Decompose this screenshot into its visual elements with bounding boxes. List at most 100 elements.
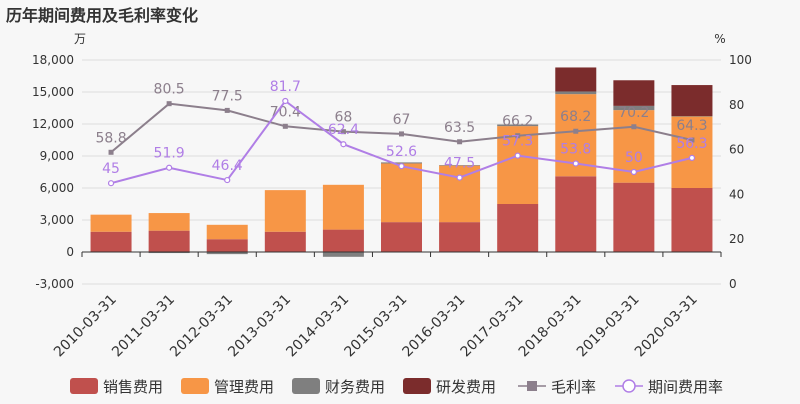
y-right-tick-label: 80 — [729, 98, 744, 112]
legend-swatch — [181, 378, 209, 394]
line-point-1 — [340, 141, 347, 148]
bar-2 — [555, 91, 597, 95]
data-label-1: 51.9 — [154, 146, 185, 162]
data-label-1: 56.3 — [676, 136, 707, 152]
bar-3 — [555, 67, 597, 92]
data-label-0: 64.3 — [676, 118, 707, 134]
data-label-1: 47.5 — [444, 156, 475, 172]
data-label-1: 52.6 — [386, 144, 417, 160]
data-label-0: 68 — [334, 110, 352, 126]
line-point-1 — [688, 154, 696, 161]
bar-1 — [497, 126, 539, 204]
legend-swatch — [292, 378, 320, 394]
line-point-0 — [573, 128, 579, 134]
line-point-0 — [631, 124, 637, 130]
legend-label: 期间费用率 — [648, 378, 723, 396]
y-left-tick-label: -3,000 — [35, 277, 74, 291]
y-left-tick-label: 12,000 — [32, 117, 74, 131]
bar-0 — [381, 222, 422, 252]
line-point-0 — [108, 149, 114, 155]
line-point-1 — [107, 180, 115, 187]
line-point-1 — [572, 160, 579, 167]
legend-marker — [527, 381, 537, 391]
bar-0 — [148, 230, 190, 252]
line-point-0 — [399, 131, 404, 137]
bar-2 — [322, 252, 364, 257]
legend-swatch — [403, 378, 431, 394]
data-label-1: 46.4 — [212, 158, 243, 174]
y-left-tick-label: 9,000 — [40, 149, 74, 163]
y-right-unit: % — [714, 32, 725, 46]
bar-2 — [497, 124, 539, 127]
y-left-tick-label: 0 — [66, 245, 74, 259]
line-point-0 — [224, 107, 230, 113]
line-point-0 — [515, 133, 521, 139]
legend-label: 财务费用 — [325, 378, 385, 396]
y-right-tick-label: 40 — [729, 187, 744, 201]
legend-swatch — [70, 378, 98, 394]
bar-0 — [613, 182, 655, 252]
data-label-0: 63.5 — [444, 120, 475, 136]
data-label-0: 80.5 — [154, 82, 185, 98]
data-label-1: 53.8 — [560, 141, 591, 157]
line-point-1 — [398, 163, 405, 170]
data-label-1: 62.4 — [328, 122, 359, 138]
data-label-0: 67 — [393, 112, 411, 128]
y-left-tick-label: 15,000 — [32, 85, 74, 99]
data-label-1: 81.7 — [270, 79, 301, 95]
bar-2 — [613, 105, 655, 111]
bar-1 — [381, 163, 422, 223]
bar-0 — [322, 229, 364, 252]
data-label-0: 70.4 — [270, 104, 301, 120]
bar-2 — [381, 162, 422, 164]
legend-label: 研发费用 — [436, 378, 496, 396]
line-point-1 — [282, 97, 289, 105]
bar-2 — [206, 252, 248, 255]
bar-2 — [148, 252, 190, 254]
bar-2 — [671, 116, 713, 117]
y-right-tick-label: 20 — [729, 232, 744, 246]
bar-3 — [671, 85, 713, 116]
legend-marker — [622, 379, 636, 393]
bar-2 — [439, 165, 481, 166]
bar-1 — [90, 214, 132, 232]
y-left-unit: 万 — [74, 32, 86, 46]
bar-3 — [613, 80, 655, 106]
bar-0 — [264, 231, 306, 252]
bar-1 — [148, 213, 190, 231]
line-point-1 — [514, 152, 521, 159]
bar-1 — [206, 224, 248, 240]
line-point-1 — [630, 168, 637, 176]
data-label-1: 57.3 — [502, 134, 533, 150]
legend-label: 管理费用 — [214, 378, 274, 396]
line-point-0 — [282, 123, 288, 129]
line-point-1 — [166, 164, 173, 171]
line-point-0 — [689, 137, 695, 143]
bar-0 — [671, 188, 713, 252]
bar-0 — [497, 204, 539, 252]
bar-0 — [90, 231, 132, 252]
legend-label: 销售费用 — [103, 378, 163, 396]
y-right-tick-label: 0 — [729, 277, 737, 291]
bar-0 — [206, 239, 248, 252]
line-point-1 — [224, 176, 231, 184]
data-label-0: 58.8 — [95, 130, 126, 146]
data-label-0: 70.2 — [618, 105, 649, 121]
legend-label: 毛利率 — [551, 378, 596, 396]
data-label-1: 45 — [102, 161, 120, 177]
line-point-0 — [166, 101, 172, 107]
y-left-tick-label: 6,000 — [40, 181, 74, 195]
bar-1 — [264, 190, 306, 232]
line-point-1 — [456, 174, 463, 181]
x-tick-label: 2020-03-31 — [632, 292, 701, 361]
y-right-tick-label: 100 — [729, 53, 752, 67]
bar-0 — [439, 222, 481, 252]
y-right-tick-label: 60 — [729, 143, 744, 157]
data-label-0: 66.2 — [502, 114, 533, 130]
data-label-1: 50 — [625, 150, 643, 166]
bar-1 — [671, 116, 713, 188]
y-left-tick-label: 3,000 — [40, 213, 74, 227]
data-label-0: 77.5 — [212, 88, 243, 104]
